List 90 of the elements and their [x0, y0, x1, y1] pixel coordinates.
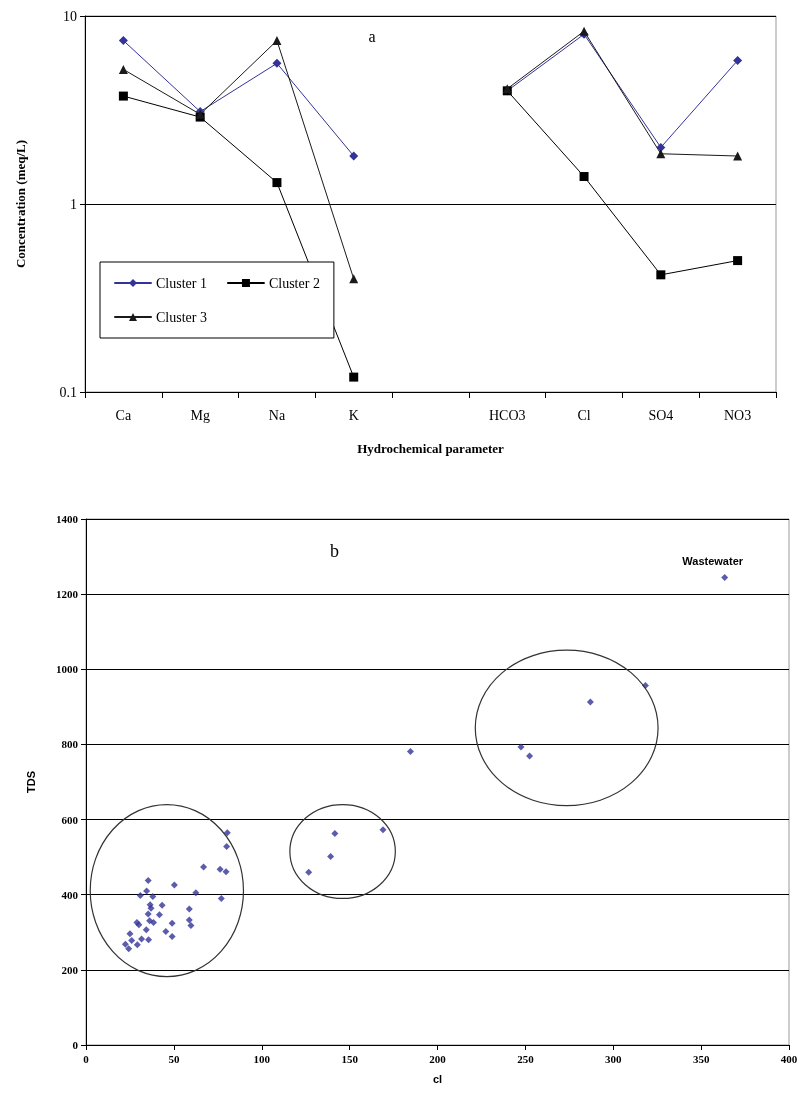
point — [149, 893, 157, 901]
x-tick-label: K — [348, 407, 359, 423]
point — [185, 916, 193, 924]
point — [656, 270, 666, 280]
point — [223, 829, 231, 837]
point — [144, 910, 152, 918]
x-tick-label: 300 — [605, 1052, 622, 1065]
x-tick-label: 150 — [341, 1052, 359, 1065]
point — [121, 940, 129, 948]
legend-label: Cluster 1 — [156, 275, 207, 291]
point — [379, 826, 387, 834]
point — [200, 863, 208, 871]
point — [721, 574, 729, 582]
point — [138, 935, 146, 943]
point — [222, 868, 230, 876]
x-tick-label: 0 — [83, 1052, 90, 1065]
point — [272, 178, 282, 188]
y-tick-label: 600 — [61, 813, 79, 826]
point — [118, 36, 128, 46]
point — [118, 64, 128, 74]
point — [170, 881, 178, 889]
annotation: b — [330, 541, 339, 561]
point — [136, 891, 144, 899]
point — [656, 142, 666, 152]
y-tick-label: 400 — [61, 888, 79, 901]
legend-label: Cluster 2 — [268, 275, 320, 291]
point — [128, 937, 136, 945]
point — [144, 876, 152, 884]
y-tick-label: 1400 — [56, 513, 79, 525]
point — [526, 752, 534, 760]
point — [406, 748, 414, 756]
point — [223, 843, 231, 851]
y-tick-label: 1 — [70, 196, 77, 212]
point — [125, 945, 133, 953]
point — [142, 926, 150, 934]
legend-label: Cluster 3 — [156, 309, 207, 325]
y-axis-title: Concentration (meq/L) — [13, 139, 28, 269]
point — [349, 372, 359, 382]
y-tick-label: 10 — [63, 8, 77, 24]
point — [349, 151, 359, 161]
point — [733, 256, 743, 266]
point — [158, 901, 166, 909]
x-tick-label: 100 — [253, 1052, 271, 1065]
x-tick-label: 50 — [168, 1052, 180, 1065]
x-tick-label: HCO3 — [489, 407, 526, 423]
point — [733, 151, 743, 161]
point — [185, 905, 193, 913]
point — [733, 55, 743, 65]
point — [216, 865, 224, 873]
x-tick-label: 350 — [692, 1052, 710, 1065]
point — [126, 930, 134, 938]
point — [579, 172, 589, 182]
y-tick-label: 800 — [61, 738, 79, 751]
y-tick-label: 1200 — [56, 588, 79, 601]
annotation: a — [368, 27, 376, 45]
y-tick-label: 0.1 — [59, 384, 77, 400]
point — [331, 829, 339, 837]
x-tick-label: SO4 — [648, 407, 674, 423]
point — [272, 36, 282, 46]
point — [155, 911, 163, 919]
point — [162, 928, 170, 936]
x-axis-title: cl — [432, 1072, 443, 1085]
x-tick-label: Na — [268, 407, 286, 423]
x-tick-label: Ca — [115, 407, 132, 423]
point — [133, 941, 141, 949]
x-tick-label: Mg — [190, 407, 210, 423]
point — [187, 922, 195, 930]
x-tick-label: 200 — [429, 1052, 447, 1065]
x-axis-title: Hydrochemical parameter — [357, 441, 505, 456]
x-tick-label: Cl — [577, 407, 591, 423]
point — [168, 919, 176, 927]
y-tick-label: 0 — [72, 1039, 79, 1051]
point — [217, 894, 225, 902]
point — [305, 868, 313, 876]
point — [192, 889, 200, 897]
y-axis-title: TDS — [24, 771, 37, 793]
point — [145, 936, 153, 944]
x-tick-label: 250 — [517, 1052, 535, 1065]
point — [272, 58, 282, 68]
y-tick-label: 200 — [61, 963, 79, 976]
x-tick-label: 400 — [780, 1052, 798, 1065]
annotation: Wastewater — [682, 555, 744, 568]
point — [517, 743, 525, 751]
point — [143, 887, 151, 895]
point — [327, 852, 335, 860]
x-tick-label: NO3 — [723, 407, 752, 423]
point — [168, 932, 176, 940]
y-tick-label: 1000 — [56, 663, 79, 676]
point — [118, 91, 128, 101]
point — [586, 698, 594, 706]
